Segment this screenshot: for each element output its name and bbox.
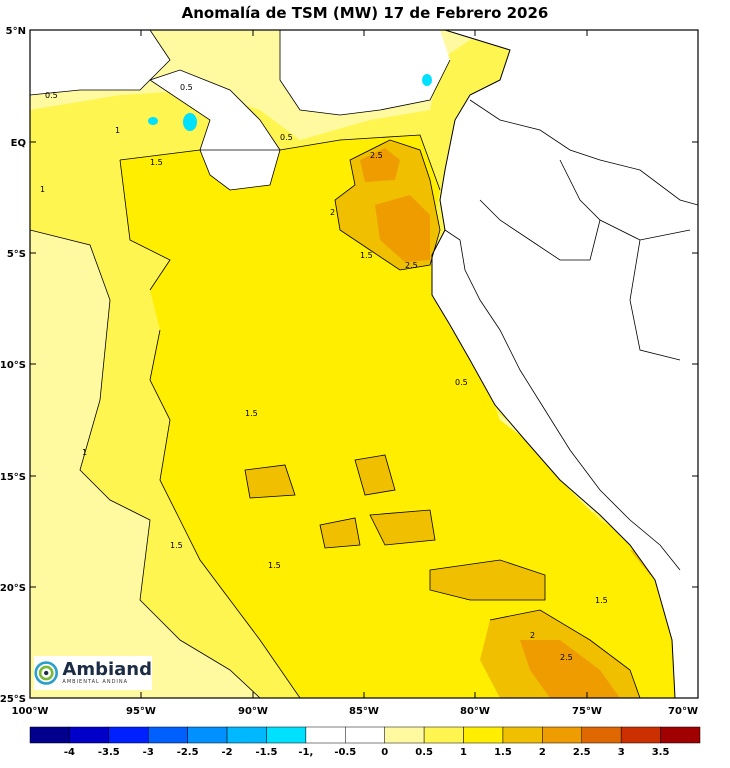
- cool-patch-b: [148, 117, 158, 125]
- anomaly-fill-2-patch-d: [245, 465, 295, 498]
- colorbar-swatch: [266, 726, 307, 744]
- anomaly-fill-25-a: [360, 148, 400, 182]
- contour-label: 1: [115, 126, 120, 135]
- anomaly-fill-0-north: [150, 70, 280, 190]
- logo-subtitle: AMBIENTAL ANDINA: [62, 679, 129, 685]
- country-borders: [469, 99, 698, 361]
- colorbar-label: 3.5: [652, 747, 670, 758]
- colorbar-label: 0: [381, 747, 388, 758]
- lon-label-95w: 95°W: [126, 706, 156, 717]
- colorbar-swatch: [620, 726, 661, 744]
- cool-patch-c: [422, 74, 432, 86]
- contour-label: 2.5: [560, 653, 573, 662]
- contour-label: 1.5: [595, 596, 608, 605]
- lon-label-100w: 100°W: [12, 706, 49, 717]
- colorbar-label: -1.5: [256, 747, 278, 758]
- contour-label: 1.5: [268, 561, 281, 570]
- anomaly-field: [30, 30, 698, 698]
- contour-label: 2.5: [370, 151, 383, 160]
- contour-label: 0.5: [280, 133, 293, 142]
- colorbar-label: 1.5: [494, 747, 512, 758]
- colorbar-label: 2.5: [573, 747, 591, 758]
- colorbar-swatch: [108, 726, 149, 744]
- lon-label-75w: 75°W: [572, 706, 602, 717]
- colorbar-swatch: [187, 726, 228, 744]
- colorbar-swatch: [345, 726, 385, 744]
- contour-label: 1.5: [245, 409, 258, 418]
- colorbar-label: -2: [222, 747, 233, 758]
- lon-ticks: [29, 30, 699, 698]
- lat-label-15s: 15°S: [0, 472, 26, 483]
- colorbar-swatch: [542, 726, 583, 744]
- logo-name: Ambiand: [62, 659, 152, 680]
- colorbar-label: 3: [618, 747, 625, 758]
- contour-label: 0.5: [180, 83, 193, 92]
- colorbar-label: -1,: [298, 747, 313, 758]
- colorbar-swatch: [423, 726, 464, 744]
- colorbar-swatch: [463, 726, 504, 744]
- colorbar-swatch: [69, 726, 110, 744]
- anomaly-fill-25-b: [375, 195, 430, 262]
- contour-label: 2: [530, 631, 535, 640]
- anomaly-fill-2-patch-a: [355, 455, 395, 495]
- south-america-land: [431, 30, 698, 698]
- anomaly-fill-2-patch-c: [320, 518, 360, 548]
- colorbar-label: -0.5: [334, 747, 356, 758]
- colorbar-swatch: [147, 726, 188, 744]
- anomaly-fill-0-northwest: [30, 30, 170, 95]
- colorbar-swatch: [660, 726, 701, 744]
- anomaly-fill-2-south: [430, 560, 545, 600]
- lat-ticks: [30, 29, 698, 699]
- colorbar-swatch: [384, 726, 425, 744]
- contour-1-west: [30, 229, 261, 698]
- contour-label: 1: [40, 185, 45, 194]
- contour-2-north: [334, 139, 441, 271]
- lat-label-25s: 25°S: [0, 694, 26, 705]
- colorbar-swatch: [305, 726, 346, 744]
- contour-05: [30, 30, 451, 191]
- ambiand-logo: Ambiand AMBIENTAL ANDINA: [34, 656, 152, 690]
- contour-label: 2: [330, 208, 335, 217]
- colorbar-swatch: [226, 726, 267, 744]
- colorbar: -4 -3.5 -3 -2.5 -2 -1.5 -1, -0.5 0 0.5 1 1.5 2 2.5 3 3.…: [29, 726, 701, 758]
- colorbar-swatch: [29, 726, 70, 744]
- colorbar-swatch: [502, 726, 543, 744]
- lon-label-80w: 80°W: [460, 706, 490, 717]
- lon-label-90w: 90°W: [238, 706, 268, 717]
- coastline-offset: [444, 229, 681, 571]
- contour-label: 0.5: [45, 91, 58, 100]
- lon-label-70w: 70°W: [668, 706, 698, 717]
- colorbar-label: -3.5: [98, 747, 120, 758]
- anomaly-fill-2-patch-b: [370, 510, 435, 545]
- map-title: Anomalía de TSM (MW) 17 de Febrero 2026: [181, 4, 549, 22]
- colorbar-label: 0.5: [415, 747, 433, 758]
- lat-label-5s: 5°S: [7, 249, 26, 260]
- colorbar-label: -4: [64, 747, 75, 758]
- ambiand-logo-icon: [34, 661, 58, 685]
- contour-label: 0.5: [455, 378, 468, 387]
- colorbar-swatch: [581, 726, 622, 744]
- anomaly-fill-25-c: [520, 640, 620, 698]
- anomaly-fill-15: [120, 135, 680, 698]
- lat-label-10s: 10°S: [0, 360, 26, 371]
- contour-label: 1.5: [170, 541, 183, 550]
- colorbar-label: -2.5: [177, 747, 199, 758]
- colorbar-label: 2: [539, 747, 546, 758]
- anomaly-fill-05-west: [30, 230, 260, 698]
- lat-label-20s: 20°S: [0, 583, 26, 594]
- lat-label-5n: 5°N: [6, 26, 26, 37]
- colorbar-label: 1: [460, 747, 467, 758]
- contour-15: [119, 134, 441, 698]
- contour-label: 1: [82, 448, 87, 457]
- lon-label-85w: 85°W: [349, 706, 379, 717]
- contour-label: 1.5: [150, 158, 163, 167]
- contour-label: 2.5: [405, 261, 418, 270]
- contour-2-patches: [244, 454, 641, 698]
- anomaly-fill-0-northeast: [280, 30, 450, 115]
- colorbar-label: -3: [143, 747, 154, 758]
- cool-patch-a: [183, 113, 197, 131]
- contour-label: 1.5: [360, 251, 373, 260]
- lat-label-eq: EQ: [11, 138, 26, 149]
